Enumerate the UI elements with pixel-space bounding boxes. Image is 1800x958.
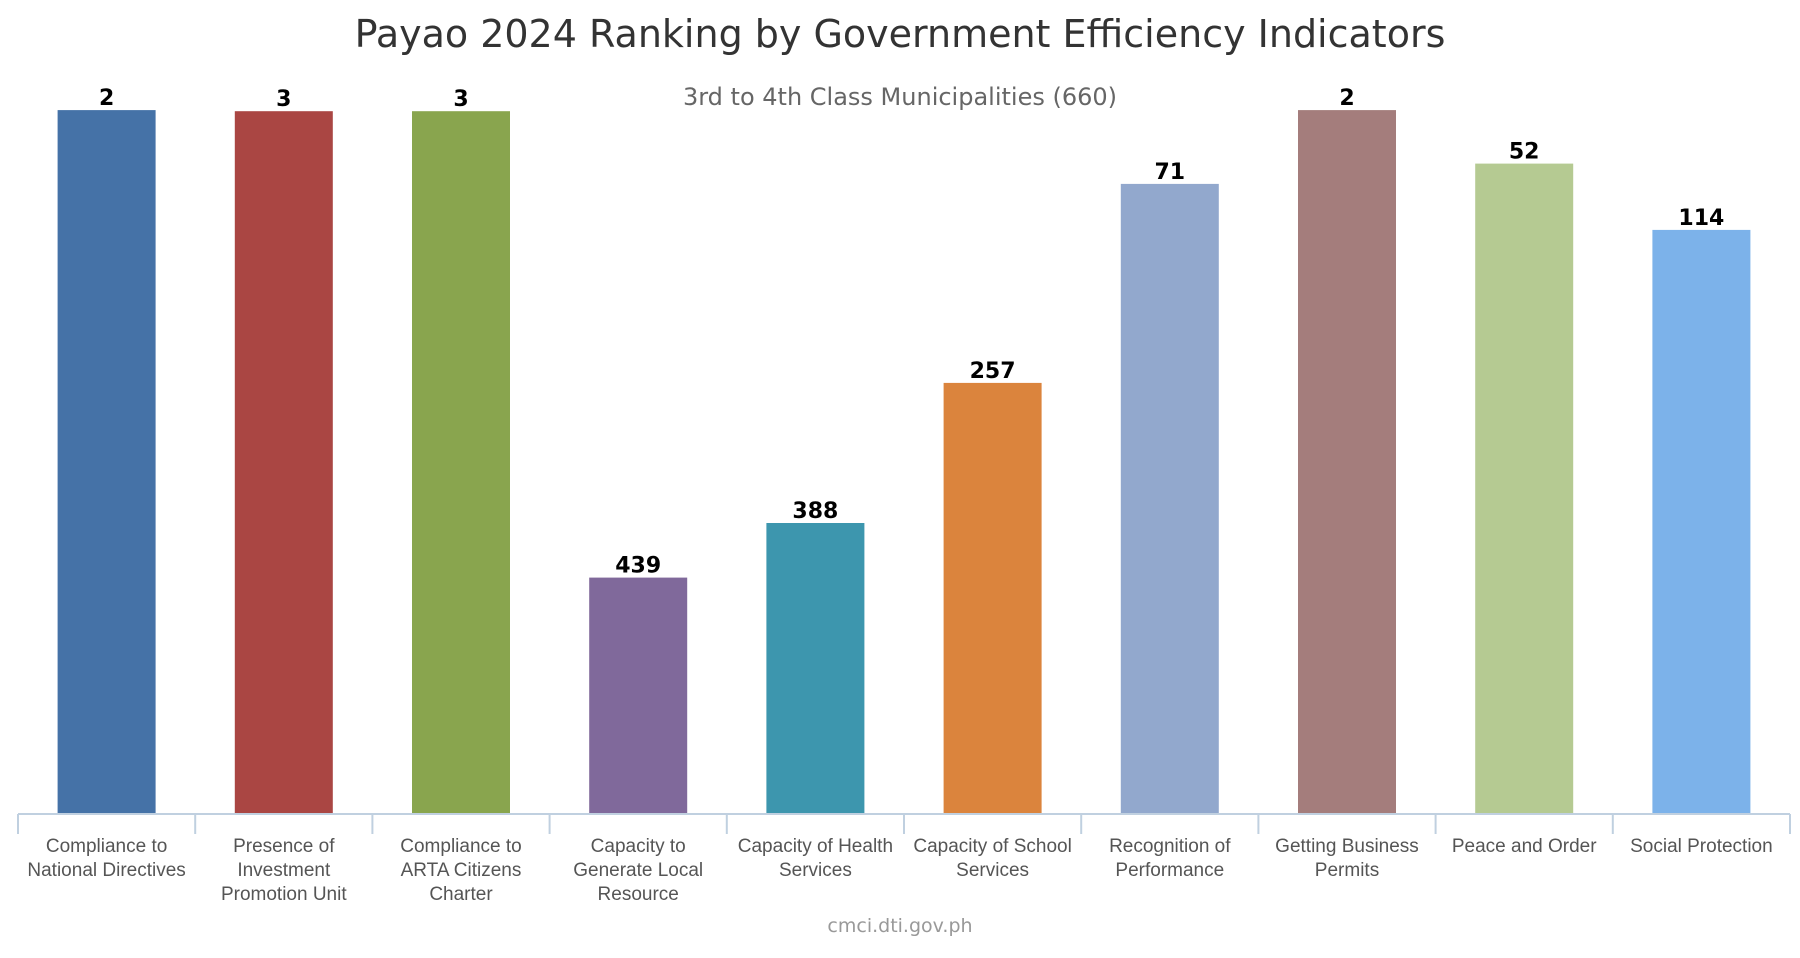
bar-8[interactable] [1475,163,1574,815]
bar-5[interactable] [943,382,1042,814]
bar-0[interactable] [57,110,156,815]
x-tick-label-1: Presence of Investment Promotion Unit [221,836,347,905]
data-label-1: 3 [276,87,291,112]
bar-3[interactable] [589,577,688,814]
chart-title: Payao 2024 Ranking by Government Efficie… [355,12,1446,56]
x-tick-label-2: Compliance to ARTA Citizens Charter [400,836,521,905]
chart-credit[interactable]: cmci.dti.gov.ph [827,915,972,937]
bar-9[interactable] [1652,229,1751,814]
data-label-4: 388 [792,499,838,524]
bar-7[interactable] [1298,110,1396,815]
data-label-5: 257 [970,359,1016,384]
x-tick-label-8: Peace and Order [1452,836,1597,857]
data-label-8: 52 [1509,140,1540,165]
data-label-2: 3 [453,87,468,112]
data-label-7: 2 [1339,86,1354,111]
x-tick-label-0: Compliance to National Directives [27,836,185,881]
bar-4[interactable] [766,523,865,814]
bar-6[interactable] [1120,183,1219,814]
chart-subtitle: 3rd to 4th Class Municipalities (660) [683,83,1117,111]
data-label-6: 71 [1154,160,1185,185]
data-labels: 2 3 3 439 388 257 71 2 52 114 [99,86,1724,578]
x-tick-label-3: Capacity to Generate Local Resource [573,836,703,905]
bars [57,110,1751,815]
x-tick-label-4: Capacity of Health Services [738,836,893,881]
data-label-0: 2 [99,86,114,111]
x-axis-labels: Compliance to National Directives Presence… [27,836,1772,905]
x-tick-label-5: Capacity of School Services [913,836,1071,881]
x-axis-ticks [17,814,1791,834]
x-tick-label-6: Recognition of Performance [1109,836,1231,881]
data-label-9: 114 [1678,206,1724,231]
x-tick-label-9: Social Protection [1630,836,1773,857]
bar-1[interactable] [234,111,333,814]
data-label-3: 439 [615,554,661,579]
bar-2[interactable] [412,111,510,814]
x-tick-label-7: Getting Business Permits [1275,836,1419,881]
